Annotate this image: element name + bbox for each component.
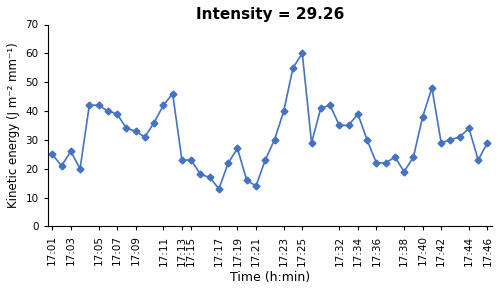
Y-axis label: Kinetic energy (J m⁻² mm⁻¹): Kinetic energy (J m⁻² mm⁻¹) — [7, 42, 20, 208]
Title: Intensity = 29.26: Intensity = 29.26 — [196, 7, 344, 22]
X-axis label: Time (h:min): Time (h:min) — [230, 271, 310, 284]
